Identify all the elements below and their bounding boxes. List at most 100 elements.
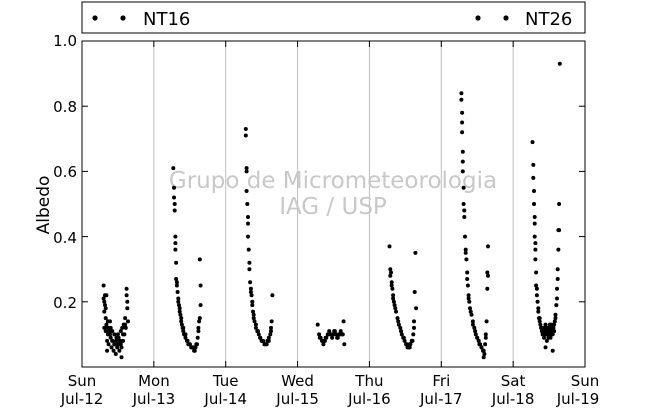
data-point-nt16-106 bbox=[269, 325, 273, 330]
data-point-nt16-135 bbox=[391, 299, 396, 304]
data-point-nt16-173 bbox=[472, 325, 477, 330]
legend-marker-nt16-b bbox=[120, 15, 126, 21]
xtick-day-tue-14: Tue bbox=[212, 372, 239, 390]
data-point-nt26-60 bbox=[412, 325, 416, 330]
data-point-nt16-198 bbox=[535, 299, 540, 304]
data-point-nt16-196 bbox=[534, 283, 539, 288]
watermark-line-1: Grupo de Micrometeorologia bbox=[169, 168, 497, 194]
data-point-nt16-53 bbox=[174, 283, 179, 288]
data-point-nt16-23 bbox=[111, 348, 116, 353]
xtick-date-jul-18: Jul-18 bbox=[491, 390, 535, 408]
data-point-nt16-199 bbox=[536, 309, 541, 314]
data-point-nt16-227 bbox=[556, 247, 561, 252]
data-point-nt26-40 bbox=[269, 329, 273, 334]
data-point-nt16-64 bbox=[183, 335, 188, 340]
data-point-nt16-189 bbox=[532, 189, 536, 193]
data-point-nt26-10 bbox=[123, 322, 128, 327]
xtick-date-jul-14: Jul-14 bbox=[203, 390, 247, 408]
data-point-nt16-127 bbox=[341, 319, 346, 324]
data-point-nt16-174 bbox=[473, 332, 478, 337]
data-point-nt16-105 bbox=[268, 332, 273, 337]
data-point-nt16-17 bbox=[108, 319, 112, 324]
data-point-nt16-59 bbox=[179, 316, 184, 321]
data-point-nt16-202 bbox=[538, 322, 543, 327]
data-point-nt26-7 bbox=[116, 335, 121, 340]
data-point-nt16-81 bbox=[244, 166, 249, 171]
data-point-nt16-32 bbox=[118, 338, 123, 343]
data-point-nt16-153 bbox=[414, 306, 419, 311]
y-axis-label: Albedo bbox=[34, 176, 54, 235]
data-point-nt26-45 bbox=[329, 332, 334, 337]
data-point-nt16-171 bbox=[469, 312, 474, 317]
data-point-nt16-84 bbox=[246, 221, 250, 226]
data-point-nt16-5 bbox=[103, 303, 107, 308]
data-point-nt16-46 bbox=[172, 185, 176, 190]
data-point-nt26-6 bbox=[114, 338, 119, 343]
data-point-nt16-57 bbox=[177, 306, 182, 311]
data-point-nt16-131 bbox=[389, 270, 393, 275]
data-point-nt16-207 bbox=[542, 335, 546, 340]
data-point-nt16-18 bbox=[108, 335, 113, 340]
data-point-nt16-33 bbox=[118, 329, 123, 334]
data-point-nt16-20 bbox=[109, 345, 114, 350]
data-point-nt26-14 bbox=[174, 280, 179, 285]
data-point-nt26-90 bbox=[550, 325, 555, 330]
data-point-nt26-24 bbox=[194, 342, 199, 347]
axis-ticks bbox=[81, 40, 586, 367]
data-point-nt16-51 bbox=[174, 260, 179, 265]
data-point-nt26-0 bbox=[102, 299, 107, 304]
data-point-nt16-182 bbox=[483, 335, 488, 340]
legend-marker-nt26-b bbox=[503, 15, 509, 21]
data-point-nt26-54 bbox=[396, 319, 401, 324]
data-point-nt16-60 bbox=[179, 322, 184, 327]
watermark-line-2: IAG / USP bbox=[279, 194, 387, 220]
data-point-nt26-27 bbox=[244, 169, 249, 174]
data-point-nt26-41 bbox=[317, 335, 322, 340]
data-point-nt26-17 bbox=[179, 319, 184, 324]
data-point-nt26-49 bbox=[340, 332, 345, 337]
data-point-nt26-55 bbox=[399, 329, 403, 334]
data-point-nt16-195 bbox=[534, 270, 539, 275]
data-point-nt16-36 bbox=[121, 338, 125, 343]
data-point-nt16-229 bbox=[557, 202, 562, 206]
data-point-nt16-28 bbox=[115, 345, 120, 350]
legend-label-nt16: NT16 bbox=[143, 9, 190, 30]
data-point-nt16-134 bbox=[391, 293, 396, 298]
data-point-nt16-0 bbox=[101, 283, 106, 288]
data-point-nt16-83 bbox=[245, 202, 250, 206]
data-point-nt16-221 bbox=[552, 329, 557, 334]
data-point-nt16-75 bbox=[197, 319, 202, 324]
data-point-nt16-58 bbox=[178, 312, 183, 317]
data-point-nt16-236 bbox=[550, 348, 555, 353]
data-point-nt16-185 bbox=[486, 244, 490, 249]
data-point-nt16-54 bbox=[175, 290, 180, 294]
data-point-nt16-14 bbox=[106, 342, 111, 347]
data-point-nt16-42 bbox=[124, 293, 129, 298]
data-point-nt16-154 bbox=[459, 91, 464, 96]
data-point-nt16-159 bbox=[460, 169, 465, 174]
data-point-nt26-70 bbox=[475, 335, 480, 340]
data-point-nt16-74 bbox=[196, 325, 201, 330]
data-point-nt16-136 bbox=[392, 303, 397, 308]
data-point-nt26-92 bbox=[553, 316, 558, 321]
data-point-nt16-97 bbox=[256, 332, 261, 337]
data-point-nt16-11 bbox=[105, 348, 110, 353]
data-points bbox=[101, 61, 562, 360]
data-point-nt16-95 bbox=[253, 325, 258, 330]
data-point-nt16-89 bbox=[248, 286, 253, 291]
data-point-nt26-61 bbox=[460, 120, 465, 125]
data-point-nt16-47 bbox=[172, 202, 177, 206]
data-point-nt26-62 bbox=[460, 159, 465, 164]
data-point-nt26-15 bbox=[176, 299, 181, 304]
data-point-nt26-44 bbox=[326, 332, 331, 337]
data-point-nt26-46 bbox=[332, 329, 337, 334]
data-point-nt16-141 bbox=[399, 332, 404, 337]
data-point-nt26-65 bbox=[465, 277, 470, 281]
data-point-nt16-45 bbox=[171, 166, 176, 171]
data-point-nt26-32 bbox=[251, 312, 256, 317]
data-point-nt16-94 bbox=[252, 319, 257, 324]
data-point-nt26-57 bbox=[404, 342, 409, 347]
data-point-nt26-33 bbox=[253, 322, 258, 327]
data-point-nt16-88 bbox=[248, 280, 253, 285]
